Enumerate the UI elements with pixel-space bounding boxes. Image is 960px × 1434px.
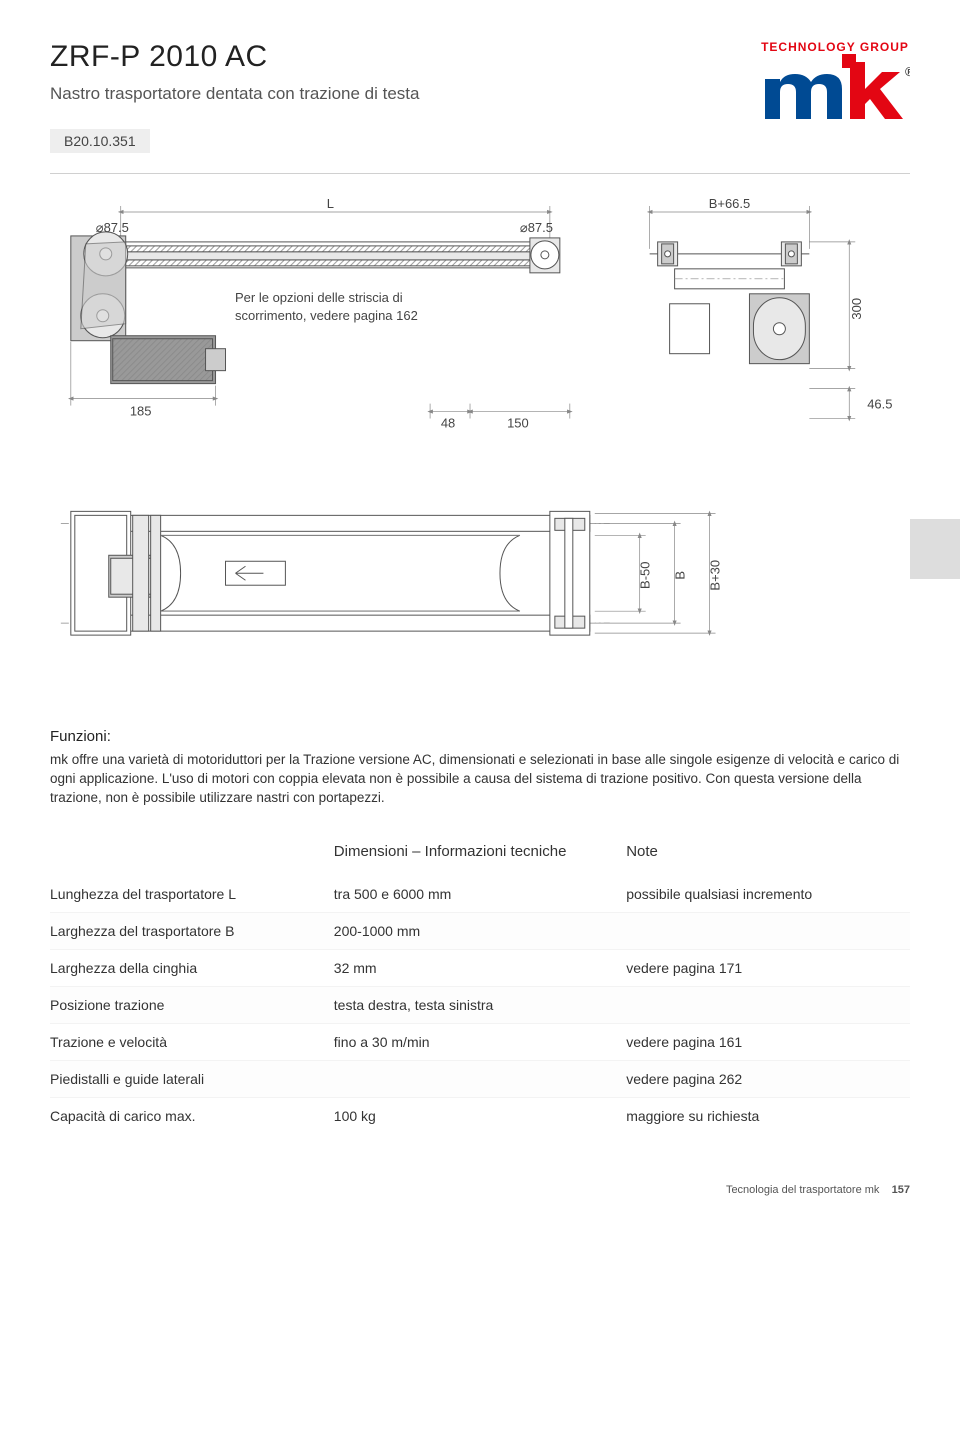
svg-text:®: ® — [905, 64, 910, 79]
row-note: vedere pagina 161 — [626, 1023, 910, 1060]
row-value: testa destra, testa sinistra — [334, 986, 626, 1023]
specs-head-empty — [50, 833, 334, 876]
code-tab: B20.10.351 — [50, 129, 150, 153]
page-title: ZRF-P 2010 AC — [50, 40, 419, 74]
specs-head-dim: Dimensioni – Informazioni tecniche — [334, 833, 626, 876]
dim-48: 48 — [441, 416, 455, 431]
table-row: Capacità di carico max. 100 kg maggiore … — [50, 1097, 910, 1134]
table-row: Larghezza del trasportatore B 200-1000 m… — [50, 912, 910, 949]
row-note: possibile qualsiasi incremento — [626, 876, 910, 913]
dim-L: L — [327, 196, 334, 211]
row-value: 100 kg — [334, 1097, 626, 1134]
side-tab — [910, 519, 960, 579]
specs-head-note: Note — [626, 833, 910, 876]
page-subtitle: Nastro trasportatore dentata con trazion… — [50, 84, 419, 104]
dim-150: 150 — [507, 416, 529, 431]
dim-Bp30: B+30 — [708, 560, 723, 591]
funzioni-body: mk offre una varietà di motoriduttori pe… — [50, 751, 910, 808]
caption-line1: Per le opzioni delle striscia di — [235, 290, 403, 305]
table-row: Piedistalli e guide laterali vedere pagi… — [50, 1060, 910, 1097]
row-note: vedere pagina 262 — [626, 1060, 910, 1097]
row-label: Piedistalli e guide laterali — [50, 1060, 334, 1097]
row-value: tra 500 e 6000 mm — [334, 876, 626, 913]
dim-185: 185 — [130, 404, 152, 419]
dim-465: 46.5 — [867, 397, 892, 412]
table-row: Posizione trazione testa destra, testa s… — [50, 986, 910, 1023]
row-note — [626, 986, 910, 1023]
dim-B: B — [673, 571, 688, 580]
footer-page: 157 — [892, 1184, 910, 1196]
drawing-caption: Per le opzioni delle striscia di scorrim… — [235, 289, 465, 324]
dim-dia-right: ⌀87.5 — [520, 220, 553, 235]
table-row: Lunghezza del trasportatore L tra 500 e … — [50, 876, 910, 913]
caption-line2: scorrimento, vedere pagina 162 — [235, 308, 418, 323]
page-header: ZRF-P 2010 AC Nastro trasportatore denta… — [50, 40, 910, 153]
row-label: Capacità di carico max. — [50, 1097, 334, 1134]
logo-mk-graphic: ® — [760, 54, 910, 124]
table-row: Trazione e velocità fino a 30 m/min vede… — [50, 1023, 910, 1060]
specs-table: Dimensioni – Informazioni tecniche Note … — [50, 833, 910, 1134]
row-value: 200-1000 mm — [334, 912, 626, 949]
mk-logo: TECHNOLOGY GROUP ® — [760, 40, 910, 124]
row-value: fino a 30 m/min — [334, 1023, 626, 1060]
header-left: ZRF-P 2010 AC Nastro trasportatore denta… — [50, 40, 419, 153]
dim-Bm50: B-50 — [638, 562, 653, 589]
footer-text: Tecnologia del trasportatore mk — [726, 1184, 879, 1196]
dim-300: 300 — [849, 298, 864, 320]
page-footer: Tecnologia del trasportatore mk 157 — [50, 1184, 910, 1196]
logo-top-text: TECHNOLOGY GROUP — [760, 40, 910, 54]
row-label: Posizione trazione — [50, 986, 334, 1023]
row-value — [334, 1060, 626, 1097]
funzioni-section: Funzioni: mk offre una varietà di motori… — [50, 728, 910, 808]
row-label: Larghezza della cinghia — [50, 949, 334, 986]
row-value: 32 mm — [334, 949, 626, 986]
row-label: Trazione e velocità — [50, 1023, 334, 1060]
table-row: Larghezza della cinghia 32 mm vedere pag… — [50, 949, 910, 986]
row-label: Lunghezza del trasportatore L — [50, 876, 334, 913]
row-label: Larghezza del trasportatore B — [50, 912, 334, 949]
funzioni-heading: Funzioni: — [50, 728, 910, 745]
row-note: vedere pagina 171 — [626, 949, 910, 986]
dim-B665: B+66.5 — [709, 196, 750, 211]
row-note: maggiore su richiesta — [626, 1097, 910, 1134]
technical-drawing: L ⌀87.5 ⌀87.5 — [50, 173, 910, 693]
row-note — [626, 912, 910, 949]
